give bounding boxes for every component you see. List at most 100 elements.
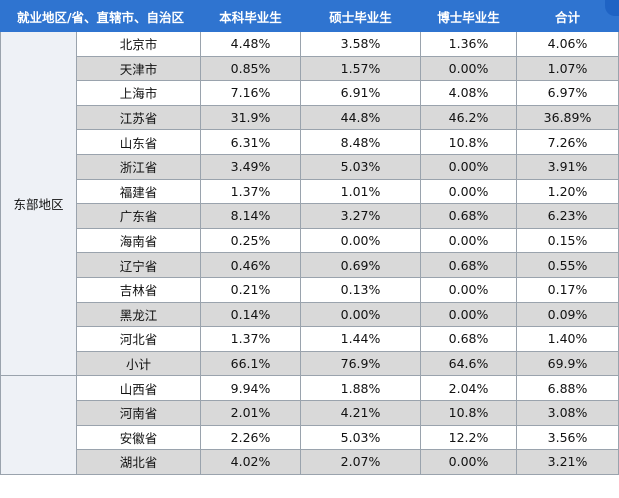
table-row: 东部地区 北京市 4.48% 3.58% 1.36% 4.06% (0, 30, 619, 377)
value-cell: 0.55% (516, 252, 619, 278)
province-cell: 海南省 (75, 227, 202, 254)
value-cell: 3.56% (516, 424, 619, 451)
value-cell: 0.68% (420, 326, 518, 352)
value-cell: 0.00% (300, 227, 422, 254)
value-cell: 0.69% (300, 252, 422, 278)
province-cell: 河南省 (75, 399, 202, 426)
value-cell: 9.94% (200, 375, 302, 401)
value-cell: 2.01% (200, 399, 302, 426)
value-cell: 3.21% (516, 449, 619, 475)
province-cell: 天津市 (75, 55, 202, 82)
value-cell: 0.00% (420, 153, 518, 180)
value-cell: 1.57% (300, 55, 422, 82)
province-cell: 小计 (75, 350, 202, 377)
value-cell: 2.04% (420, 375, 518, 401)
province-cell: 福建省 (75, 178, 202, 205)
value-cell: 3.49% (200, 153, 302, 180)
value-cell: 0.15% (516, 227, 619, 254)
value-cell: 0.00% (420, 276, 518, 303)
table-row: 小计 66.1% 76.9% 64.6% 69.9% (1, 350, 619, 377)
value-cell: 12.2% (420, 424, 518, 451)
value-cell: 69.9% (516, 350, 619, 377)
value-cell: 7.16% (200, 80, 302, 106)
header-cell: 博士毕业生 (420, 0, 518, 32)
value-cell: 6.23% (516, 203, 619, 229)
province-cell: 安徽省 (75, 424, 202, 451)
value-cell: 1.88% (300, 375, 422, 401)
province-cell: 江苏省 (75, 104, 202, 131)
value-cell: 1.44% (300, 326, 422, 352)
value-cell: 3.27% (300, 203, 422, 229)
header-cell: 硕士毕业生 (300, 0, 422, 32)
province-cell: 山西省 (75, 375, 202, 401)
value-cell: 4.08% (420, 80, 518, 106)
value-cell: 10.8% (420, 129, 518, 155)
table-row: 海南省 0.25% 0.00% 0.00% 0.15% (1, 227, 619, 254)
value-cell: 4.06% (516, 31, 619, 57)
table-row: 浙江省 3.49% 5.03% 0.00% 3.91% (1, 153, 619, 180)
province-cell: 黑龙江 (75, 301, 202, 328)
value-cell: 1.40% (516, 326, 619, 352)
value-cell: 4.48% (200, 31, 302, 57)
table-row: 河北省 1.37% 1.44% 0.68% 1.40% (1, 326, 619, 352)
table-row: 上海市 7.16% 6.91% 4.08% 6.97% (1, 80, 619, 106)
value-cell: 0.68% (420, 203, 518, 229)
table-row: 福建省 1.37% 1.01% 0.00% 1.20% (1, 178, 619, 205)
table-row: 湖北省 4.02% 2.07% 0.00% 3.21% (1, 449, 619, 475)
province-cell: 辽宁省 (75, 252, 202, 278)
table-row: 天津市 0.85% 1.57% 0.00% 1.07% (1, 55, 619, 82)
value-cell: 4.02% (200, 449, 302, 475)
value-cell: 46.2% (420, 104, 518, 131)
province-cell: 浙江省 (75, 153, 202, 180)
value-cell: 8.14% (200, 203, 302, 229)
value-cell: 0.00% (300, 301, 422, 328)
value-cell: 1.36% (420, 31, 518, 57)
value-cell: 3.08% (516, 399, 619, 426)
province-cell: 河北省 (75, 326, 202, 352)
value-cell: 3.58% (300, 31, 422, 57)
value-cell: 0.46% (200, 252, 302, 278)
value-cell: 0.09% (516, 301, 619, 328)
table-row: 黑龙江 0.14% 0.00% 0.00% 0.09% (1, 301, 619, 328)
value-cell: 0.00% (420, 178, 518, 205)
value-cell: 6.91% (300, 80, 422, 106)
value-cell: 2.26% (200, 424, 302, 451)
value-cell: 76.9% (300, 350, 422, 377)
value-cell: 6.31% (200, 129, 302, 155)
value-cell: 6.97% (516, 80, 619, 106)
value-cell: 0.00% (420, 55, 518, 82)
value-cell: 44.8% (300, 104, 422, 131)
value-cell: 66.1% (200, 350, 302, 377)
province-cell: 广东省 (75, 203, 202, 229)
value-cell: 6.88% (516, 375, 619, 401)
header-cell: 合计 (516, 0, 619, 32)
header-row: 就业地区/省、直辖市、自治区 本科毕业生 硕士毕业生 博士毕业生 合计 (0, 0, 619, 32)
value-cell: 36.89% (516, 104, 619, 131)
data-table: 就业地区/省、直辖市、自治区 本科毕业生 硕士毕业生 博士毕业生 合计 东部地区… (0, 0, 619, 475)
province-cell: 上海市 (75, 80, 202, 106)
value-cell: 1.20% (516, 178, 619, 205)
value-cell: 1.07% (516, 55, 619, 82)
value-cell: 1.37% (200, 178, 302, 205)
province-cell: 吉林省 (75, 276, 202, 303)
value-cell: 31.9% (200, 104, 302, 131)
value-cell: 64.6% (420, 350, 518, 377)
value-cell: 0.14% (200, 301, 302, 328)
region-cell: 东部地区 (0, 30, 77, 377)
table-row: 广东省 8.14% 3.27% 0.68% 6.23% (1, 203, 619, 229)
value-cell: 3.91% (516, 153, 619, 180)
table-row: 江苏省 31.9% 44.8% 46.2% 36.89% (1, 104, 619, 131)
value-cell: 5.03% (300, 153, 422, 180)
value-cell: 8.48% (300, 129, 422, 155)
value-cell: 1.37% (200, 326, 302, 352)
value-cell: 0.85% (200, 55, 302, 82)
table-row: 辽宁省 0.46% 0.69% 0.68% 0.55% (1, 252, 619, 278)
province-cell: 北京市 (75, 31, 202, 57)
table-row: 山西省 9.94% 1.88% 2.04% 6.88% (0, 375, 619, 475)
value-cell: 0.21% (200, 276, 302, 303)
province-cell: 山东省 (75, 129, 202, 155)
header-cell: 本科毕业生 (200, 0, 302, 32)
table-row: 山东省 6.31% 8.48% 10.8% 7.26% (1, 129, 619, 155)
value-cell: 0.17% (516, 276, 619, 303)
